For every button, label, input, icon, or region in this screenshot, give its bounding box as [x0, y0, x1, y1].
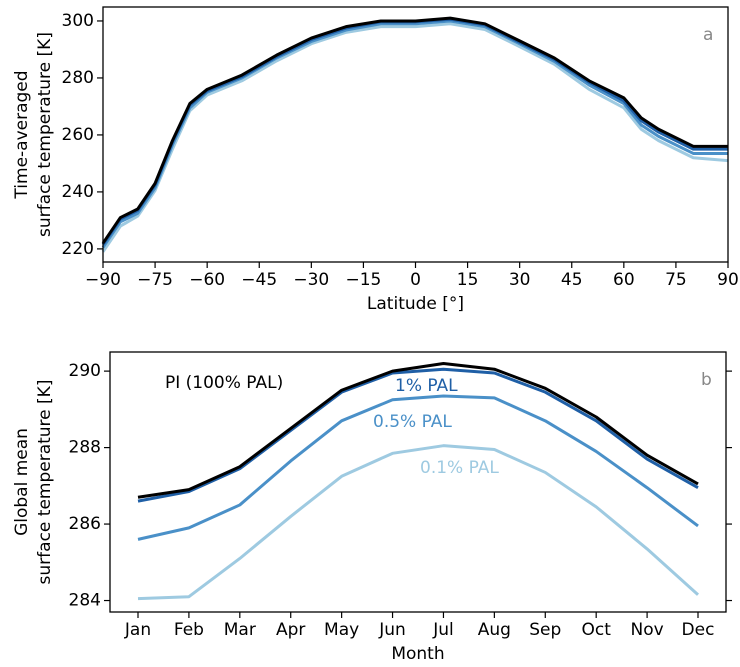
- y-tick-label: 260: [62, 125, 94, 145]
- series-line: [137, 394, 699, 541]
- series-line: [137, 367, 699, 503]
- series-label: 1% PAL: [395, 376, 458, 396]
- y-axis-label: Time-averaged: [12, 70, 32, 199]
- x-tick-label: Jul: [432, 620, 454, 640]
- x-tick-label: −30: [293, 270, 329, 290]
- x-tick-label: 45: [561, 270, 583, 290]
- x-tick-label: Apr: [276, 620, 305, 640]
- plot-frame: [109, 351, 727, 613]
- series-label: 0.1% PAL: [420, 458, 499, 478]
- x-tick-label: 0: [410, 270, 421, 290]
- y-tick-label: 288: [69, 438, 101, 458]
- x-tick-label: −15: [345, 270, 381, 290]
- x-tick-label: −60: [189, 270, 225, 290]
- x-tick-label: −75: [137, 270, 173, 290]
- x-tick-label: 90: [717, 270, 739, 290]
- x-tick-label: Feb: [174, 620, 204, 640]
- x-axis-label: Month: [391, 644, 444, 664]
- y-tick-label: 220: [62, 239, 94, 259]
- x-tick-label: May: [324, 620, 359, 640]
- y-tick-label: 280: [62, 68, 94, 88]
- y-tick-label: 290: [69, 361, 101, 381]
- x-tick-label: 75: [665, 270, 687, 290]
- x-tick-label: Mar: [224, 620, 256, 640]
- x-tick-label: Dec: [682, 620, 715, 640]
- x-tick-label: Nov: [630, 620, 663, 640]
- panel-letter: a: [703, 25, 713, 45]
- series-label: 0.5% PAL: [373, 412, 452, 432]
- x-tick-label: Sep: [529, 620, 561, 640]
- x-tick-label: 15: [457, 270, 479, 290]
- x-axis-label: Latitude [°]: [367, 294, 464, 314]
- y-axis-label: Global mean: [12, 428, 32, 536]
- x-tick-label: 60: [613, 270, 635, 290]
- x-tick-label: −90: [85, 270, 121, 290]
- series-line: [101, 17, 728, 246]
- y-tick-label: 300: [62, 11, 94, 31]
- series-label: PI (100% PAL): [165, 373, 283, 393]
- y-axis-label: surface temperature [K]: [35, 32, 55, 237]
- y-axis-label: surface temperature [K]: [35, 380, 55, 585]
- plot-frame: [102, 6, 729, 263]
- x-tick-label: Jan: [124, 620, 151, 640]
- panel-letter: b: [701, 370, 712, 390]
- series-line: [101, 16, 728, 245]
- x-tick-label: −45: [241, 270, 277, 290]
- y-tick-label: 240: [62, 182, 94, 202]
- series-line: [101, 22, 729, 253]
- x-tick-label: Jun: [378, 620, 406, 640]
- series-line: [137, 444, 700, 601]
- x-tick-label: Oct: [581, 620, 611, 640]
- x-tick-label: Aug: [478, 620, 511, 640]
- x-tick-label: 30: [509, 270, 531, 290]
- y-tick-label: 286: [69, 514, 101, 534]
- y-tick-label: 284: [69, 591, 101, 611]
- series-line: [137, 361, 699, 499]
- series-line: [101, 19, 728, 249]
